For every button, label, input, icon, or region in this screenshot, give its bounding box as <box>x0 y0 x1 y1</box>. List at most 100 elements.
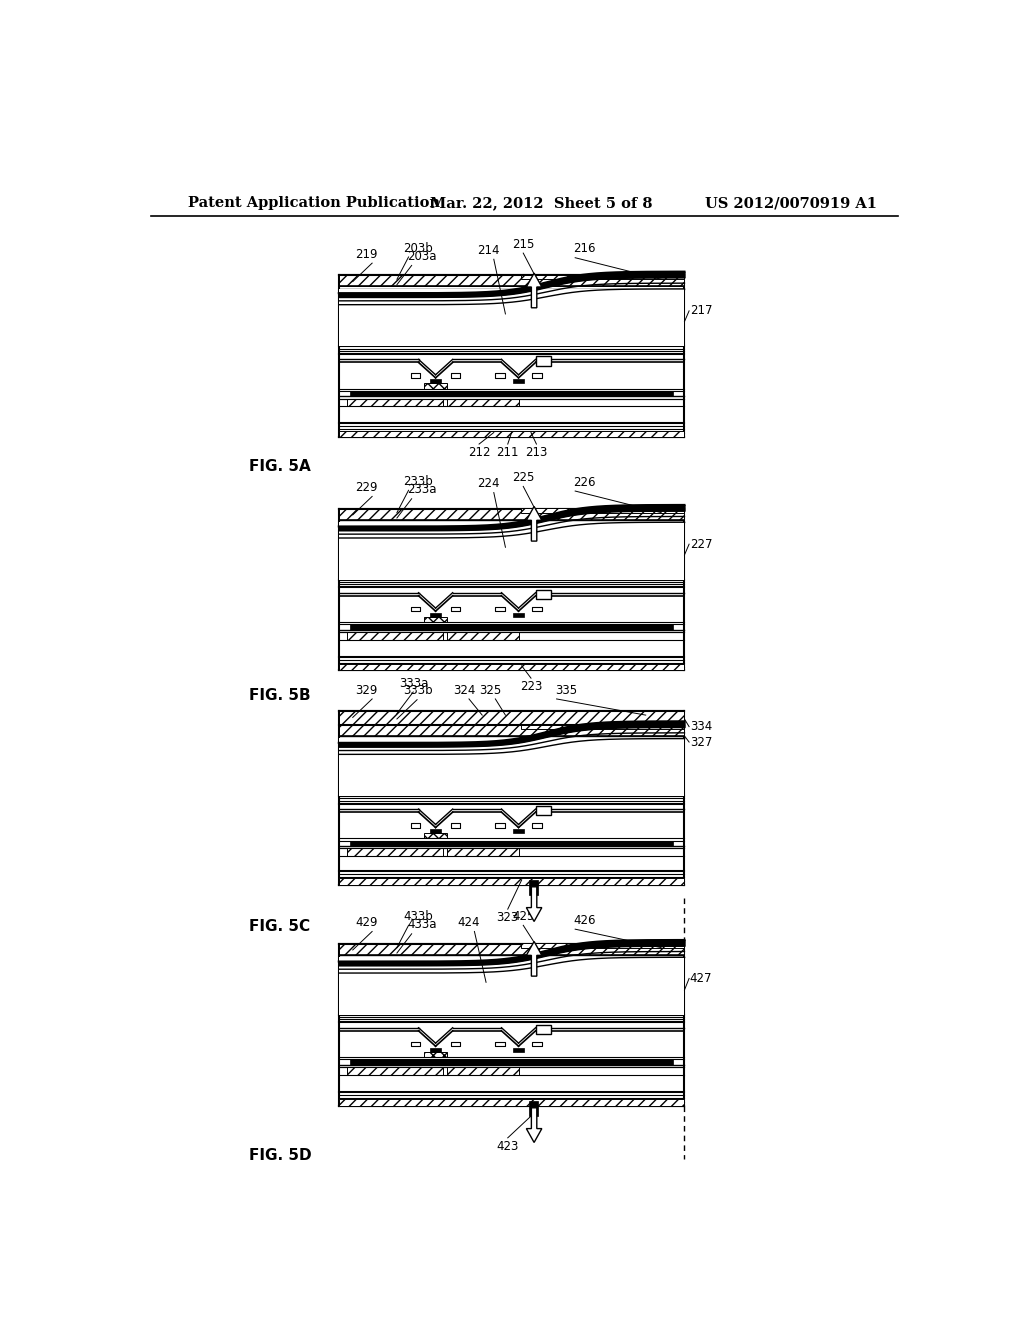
Bar <box>452 607 461 611</box>
Text: 333b: 333b <box>403 684 433 697</box>
Text: 213: 213 <box>525 446 548 459</box>
Text: 426: 426 <box>573 913 596 927</box>
Bar <box>452 1041 461 1047</box>
Bar <box>513 379 524 383</box>
Bar <box>411 822 420 828</box>
Bar <box>452 822 461 828</box>
Bar <box>513 612 524 616</box>
Bar <box>513 1048 524 1052</box>
Bar <box>424 833 447 838</box>
Bar <box>521 725 684 729</box>
Bar <box>339 944 684 954</box>
Bar <box>411 822 420 828</box>
Text: 217: 217 <box>690 305 713 317</box>
Bar <box>350 391 673 396</box>
Bar <box>339 664 684 671</box>
Text: 323: 323 <box>497 911 519 924</box>
Bar <box>532 374 542 378</box>
Bar <box>339 957 684 1015</box>
Text: 229: 229 <box>355 480 378 494</box>
Text: 203a: 203a <box>407 249 436 263</box>
Bar <box>424 616 447 622</box>
Polygon shape <box>526 941 542 977</box>
Text: 329: 329 <box>355 684 378 697</box>
Bar <box>411 1041 420 1047</box>
Text: 219: 219 <box>355 248 378 261</box>
Text: 427: 427 <box>690 972 713 985</box>
Text: 223: 223 <box>520 681 542 693</box>
Bar <box>532 822 542 828</box>
Text: 325: 325 <box>479 684 502 697</box>
Bar <box>411 1041 420 1047</box>
Bar <box>496 822 505 828</box>
Bar <box>452 374 461 378</box>
Text: US 2012/0070919 A1: US 2012/0070919 A1 <box>706 197 878 210</box>
Bar <box>447 849 518 857</box>
Bar <box>424 1052 447 1057</box>
Text: Patent Application Publication: Patent Application Publication <box>188 197 440 210</box>
Text: 334: 334 <box>690 721 712 733</box>
Bar <box>496 607 505 611</box>
Text: 215: 215 <box>512 238 535 251</box>
Bar <box>430 829 441 833</box>
Polygon shape <box>526 887 542 921</box>
Bar <box>532 374 542 378</box>
Bar <box>339 878 684 884</box>
Text: FIG. 5A: FIG. 5A <box>249 459 310 474</box>
Bar <box>447 399 518 407</box>
Bar <box>346 632 443 640</box>
Text: 324: 324 <box>454 684 475 697</box>
Bar <box>536 1024 551 1034</box>
Bar <box>496 374 505 378</box>
Text: FIG. 5D: FIG. 5D <box>249 1148 311 1163</box>
Bar <box>430 612 441 616</box>
Bar <box>339 289 684 346</box>
Bar <box>447 632 518 640</box>
Bar <box>339 508 684 520</box>
Bar <box>532 822 542 828</box>
Text: FIG. 5B: FIG. 5B <box>249 688 310 704</box>
Bar <box>496 1041 505 1047</box>
Bar <box>521 508 684 512</box>
Bar <box>452 1041 461 1047</box>
Bar <box>521 944 684 948</box>
Bar <box>346 849 443 857</box>
Text: 226: 226 <box>573 475 596 488</box>
Text: 225: 225 <box>512 471 535 484</box>
Bar <box>496 1041 505 1047</box>
Bar <box>424 383 447 388</box>
Text: 214: 214 <box>477 244 500 257</box>
Text: 423: 423 <box>497 1140 519 1154</box>
Bar <box>452 374 461 378</box>
Text: 433a: 433a <box>407 919 436 932</box>
Bar <box>339 432 684 437</box>
Bar <box>532 607 542 611</box>
Polygon shape <box>526 273 542 308</box>
Text: 224: 224 <box>477 478 500 490</box>
Text: 327: 327 <box>690 735 713 748</box>
Text: 212: 212 <box>468 446 490 459</box>
Bar <box>339 711 684 725</box>
Bar <box>430 379 441 383</box>
Text: 203b: 203b <box>403 242 433 255</box>
Bar <box>339 276 684 286</box>
Bar <box>339 725 684 737</box>
Bar <box>496 374 505 378</box>
Bar <box>496 607 505 611</box>
Bar <box>521 275 684 280</box>
Bar <box>350 841 673 846</box>
Text: 333a: 333a <box>399 677 429 689</box>
Text: 433b: 433b <box>403 909 433 923</box>
Text: FIG. 5C: FIG. 5C <box>249 919 310 935</box>
Bar <box>532 1041 542 1047</box>
Bar <box>532 1041 542 1047</box>
Text: 216: 216 <box>573 243 596 256</box>
Text: Mar. 22, 2012  Sheet 5 of 8: Mar. 22, 2012 Sheet 5 of 8 <box>430 197 652 210</box>
Bar <box>411 607 420 611</box>
Text: 425: 425 <box>512 909 535 923</box>
Text: 424: 424 <box>458 916 480 929</box>
Bar <box>536 590 551 599</box>
Polygon shape <box>526 507 542 541</box>
Bar <box>350 1059 673 1065</box>
Bar <box>339 521 684 579</box>
